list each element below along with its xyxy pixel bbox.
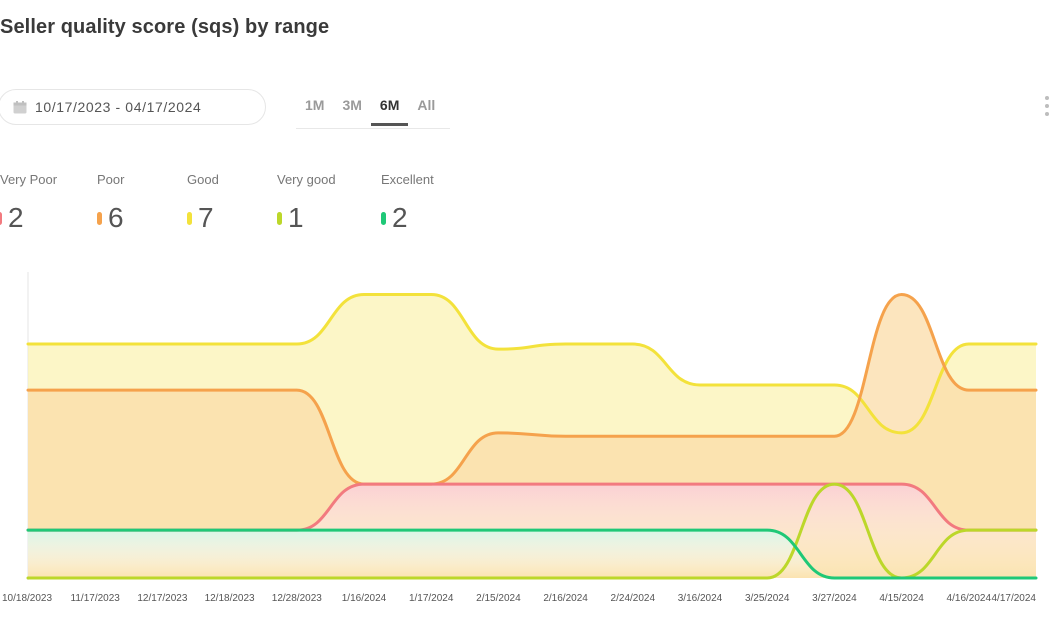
legend-value: 6 (108, 202, 124, 233)
date-range-text: 10/17/2023 - 04/17/2024 (35, 99, 202, 115)
x-tick-label: 3/27/2024 (812, 593, 857, 604)
x-tick-label: 3/16/2024 (678, 593, 723, 604)
legend-swatch (381, 211, 386, 225)
tab-1m[interactable]: 1M (305, 97, 325, 113)
x-tick-label: 3/25/2024 (745, 593, 790, 604)
more-menu-icon[interactable] (1043, 96, 1050, 120)
legend-item-poor[interactable]: Poor 6 (97, 172, 187, 233)
date-range-picker[interactable]: 10/17/2023 - 04/17/2024 (0, 89, 266, 125)
x-tick-label: 12/17/2023 (137, 593, 187, 604)
tab-3m[interactable]: 3M (342, 97, 362, 113)
range-tabs: 1M 3M 6M All (296, 90, 450, 129)
legend-value: 7 (198, 202, 214, 233)
x-tick-label: 2/16/2024 (543, 593, 588, 604)
legend-item-good[interactable]: Good 7 (187, 172, 277, 233)
legend-value: 2 (392, 202, 408, 233)
legend-label: Excellent (381, 172, 434, 187)
legend-swatch (277, 211, 282, 225)
x-tick-label: 12/28/2023 (272, 593, 322, 604)
legend-swatch (0, 211, 2, 225)
line-very-good[interactable] (26, 482, 1038, 580)
legend-label: Very good (277, 172, 336, 187)
series-lines (26, 292, 1038, 580)
x-tick-label: 1/17/2024 (409, 593, 454, 604)
x-tick-label: 10/18/2023 (2, 593, 52, 604)
tab-6m[interactable]: 6M (370, 90, 409, 126)
legend-item-excellent[interactable]: Excellent 2 (381, 172, 471, 233)
legend-item-very-good[interactable]: Very good 1 (277, 172, 367, 233)
line-poor[interactable] (26, 292, 1038, 486)
x-tick-label: 4/17/2024 (992, 593, 1037, 604)
chart-title: Seller quality score (sqs) by range (0, 16, 330, 38)
legend-swatch (97, 211, 102, 225)
series-areas (28, 294, 1036, 578)
legend-label: Very Poor (0, 172, 58, 187)
x-tick-label: 1/16/2024 (342, 593, 387, 604)
x-tick-label: 12/18/2023 (205, 593, 255, 604)
legend-label: Good (187, 172, 219, 187)
legend-swatch (187, 211, 192, 225)
legend-label: Poor (97, 172, 125, 187)
legend-value: 1 (288, 202, 304, 233)
legend-item-very-poor[interactable]: Very Poor 2 (0, 172, 90, 233)
legend-value: 2 (8, 202, 24, 233)
x-tick-label: 4/16/2024 (947, 593, 992, 604)
x-tick-label: 11/17/2023 (71, 593, 121, 604)
line-good[interactable] (26, 292, 1038, 435)
x-tick-label: 2/15/2024 (476, 593, 521, 604)
x-tick-label: 4/15/2024 (879, 593, 924, 604)
x-axis-ticks: 10/18/2023 11/17/2023 12/17/2023 12/18/2023… (2, 593, 1036, 604)
line-excellent[interactable] (26, 528, 1038, 580)
calendar-icon (13, 100, 27, 113)
sqs-area-chart: 10/18/2023 11/17/2023 12/17/2023 12/18/2023… (2, 272, 1038, 604)
tab-all[interactable]: All (417, 97, 436, 113)
x-tick-label: 2/24/2024 (611, 593, 656, 604)
